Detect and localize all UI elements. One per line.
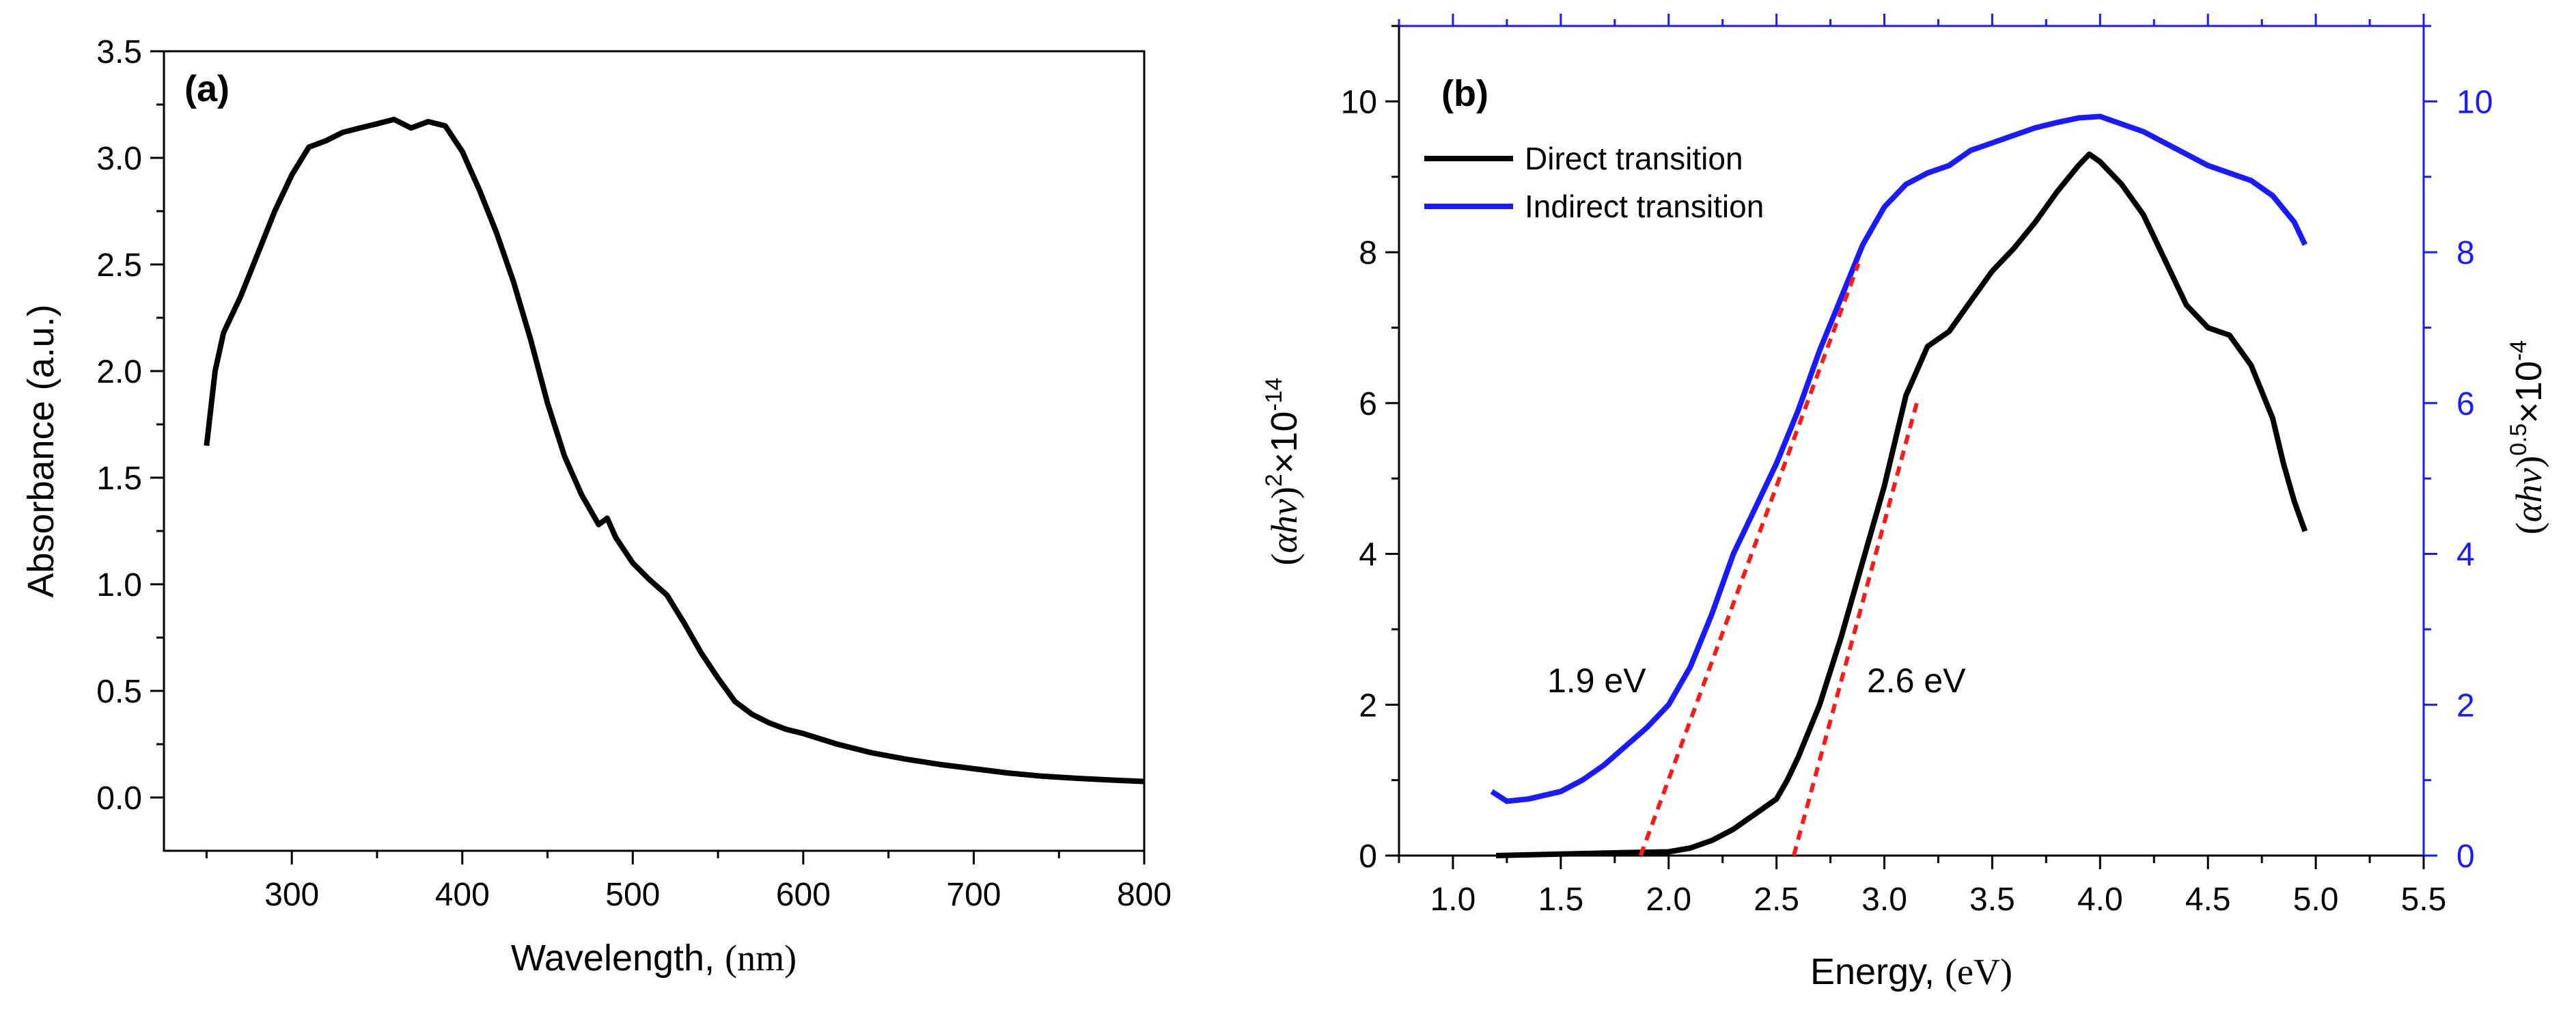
panel-a-frame: [163, 50, 1146, 852]
panel-b-left-y-tick-label: 6: [1359, 386, 1377, 422]
panel-a-x-tick-label: 600: [776, 877, 831, 913]
panel-a-x-tick-label: 800: [1117, 877, 1172, 913]
panel-b-left-y-tick-label: 10: [1341, 84, 1377, 120]
panel-b-x-tick-label: 4.0: [2077, 882, 2123, 918]
panel-b-x-tick-label: 2.0: [1646, 882, 1691, 918]
panel-a-y-tick-label: 2.0: [96, 354, 142, 390]
panel-b-x-tick-label: 1.0: [1430, 882, 1476, 918]
panel-a-x-tick-label: 300: [264, 877, 319, 913]
panel-a-x-tick-label: 700: [946, 877, 1001, 913]
panel-b-left-y-ticks: 0 2 4 6 8 10: [1341, 25, 1399, 875]
panel-a-x-tick-label: 400: [435, 877, 490, 913]
panel-b: 1.0 1.5 2.0 2.5 3.0 3.5 4.0 4.5 5.0 5.5 0 2 4 6 8 10 0…: [1261, 14, 2549, 992]
panel-a-y-tick-label: 1.0: [96, 567, 142, 603]
panel-b-x-tick-label: 1.5: [1538, 882, 1583, 918]
annotation-direct-gap: 2.6 eV: [1867, 661, 1966, 700]
panel-b-right-y-axis-title: (αhv)0.5×10-4: [2506, 340, 2549, 534]
panel-b-x-axis-title: Energy, (eV): [1810, 951, 2012, 992]
panel-b-x-tick-label: 3.0: [1861, 882, 1907, 918]
panel-b-left-y-tick-label: 0: [1359, 838, 1377, 875]
panel-b-x-tick-label: 5.0: [2293, 882, 2339, 918]
indirect-fit-line: [1638, 262, 1861, 857]
legend-label-direct: Direct transition: [1525, 141, 1743, 176]
panel-b-left-y-axis-title: (αhv)2×10-14: [1261, 378, 1305, 566]
panel-b-left-y-tick-label: 8: [1359, 235, 1377, 271]
panel-b-x-ticks: 1.0 1.5 2.0 2.5 3.0 3.5 4.0 4.5 5.0 5.5: [1398, 14, 2447, 918]
legend-label-indirect: Indirect transition: [1525, 189, 1764, 224]
panel-b-right-y-tick-label: 4: [2456, 537, 2475, 573]
panel-a-y-tick-label: 0.0: [96, 780, 142, 817]
panel-b-label: (b): [1441, 73, 1488, 114]
panel-b-left-y-tick-label: 4: [1359, 537, 1377, 573]
panel-b-x-tick-label: 3.5: [1969, 882, 2015, 918]
legend: Direct transition Indirect transition: [1424, 141, 1764, 224]
panel-a-y-tick-label: 2.5: [96, 247, 142, 284]
panel-b-x-tick-label: 5.5: [2401, 882, 2447, 918]
panel-b-right-y-tick-label: 2: [2456, 687, 2475, 724]
panel-a-x-axis-title: Wavelength, (nm): [511, 938, 797, 979]
panel-a-y-axis-title: Absorbance (a.u.): [20, 304, 61, 597]
panel-a-y-tick-label: 1.5: [96, 461, 142, 497]
panel-a-y-tick-label: 3.5: [96, 34, 142, 70]
annotation-indirect-gap: 1.9 eV: [1547, 661, 1646, 700]
panel-a-y-tick-label: 0.5: [96, 674, 142, 710]
panel-b-left-y-tick-label: 2: [1359, 687, 1377, 724]
panel-a-label: (a): [184, 68, 230, 109]
indirect-transition-series-line: [1490, 113, 2308, 804]
panel-a-y-ticks: 0.0 0.5 1.0 1.5 2.0 2.5 3.0 3.5: [96, 34, 164, 817]
panel-a: 300 400 500 600 700 800 0.0 0.5 1.0 1.5 2.0 2.5 3.0…: [20, 34, 1172, 979]
absorbance-series-line: [204, 116, 1145, 785]
panel-b-x-tick-label: 2.5: [1754, 882, 1799, 918]
panel-b-right-y-tick-label: 6: [2456, 386, 2475, 422]
panel-a-x-ticks: 300 400 500 600 700 800: [205, 851, 1172, 913]
panel-b-right-y-ticks: 0 2 4 6 8 10: [2424, 25, 2493, 875]
direct-transition-series-line: [1496, 151, 2308, 858]
panel-a-x-tick-label: 500: [605, 877, 660, 913]
panel-b-right-y-tick-label: 10: [2456, 84, 2493, 120]
direct-fit-line: [1792, 403, 1919, 856]
panel-a-y-tick-label: 3.0: [96, 141, 142, 177]
panel-b-right-y-tick-label: 8: [2456, 235, 2475, 271]
panel-b-right-y-tick-label: 0: [2456, 838, 2475, 875]
panel-b-x-tick-label: 4.5: [2185, 882, 2231, 918]
